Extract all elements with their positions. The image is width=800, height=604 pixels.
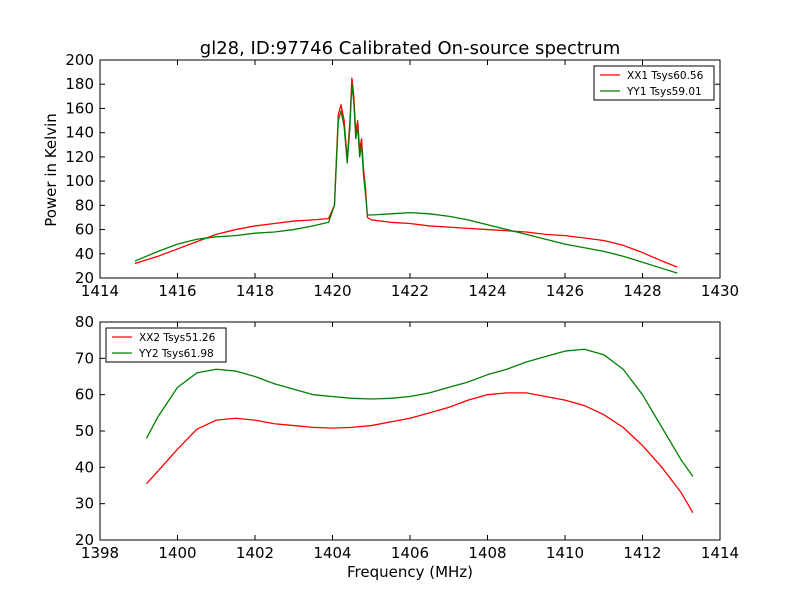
x-tick-label: 1416: [158, 282, 196, 300]
series-line-1: [146, 392, 694, 514]
x-tick-label: 1408: [468, 544, 506, 562]
y-axis-label: Power in Kelvin: [42, 113, 60, 227]
y-tick-label: 120: [65, 148, 94, 166]
x-tick-label: 1428: [623, 282, 661, 300]
series-line-2: [134, 83, 678, 274]
legend-box: [105, 327, 227, 363]
legend-label-2: YY2 Tsys61.98: [138, 348, 214, 360]
x-tick-label: 1418: [236, 282, 274, 300]
x-tick-label: 1412: [623, 544, 661, 562]
x-tick-label: 1422: [391, 282, 429, 300]
y-tick-label: 50: [75, 422, 94, 440]
x-axis-label: Frequency (MHz): [347, 563, 473, 581]
x-tick-label: 1426: [546, 282, 584, 300]
y-tick-label: 100: [65, 172, 94, 190]
x-tick-label: 1414: [81, 282, 119, 300]
x-tick-label: 1410: [546, 544, 584, 562]
plots-group: 1414 1416 1418 1420 1422 1424 1426 1428 1430 20 40…: [65, 51, 739, 562]
y-tick-label: 180: [65, 75, 94, 93]
y-tick-label: 20: [75, 269, 94, 287]
y-tick-label: 60: [75, 221, 94, 239]
x-tick-label: 1404: [313, 544, 351, 562]
legend: XX1 Tsys60.56 YY1 Tsys59.01: [593, 65, 715, 101]
y-tick-label: 200: [65, 51, 94, 69]
x-tick-label: 1414: [701, 544, 739, 562]
x-tick-label: 1424: [468, 282, 506, 300]
series-line-2: [145, 348, 694, 477]
subplot-1: 1414 1416 1418 1420 1422 1424 1426 1428 1430 20 40…: [65, 51, 739, 300]
y-tick-label: 30: [75, 495, 94, 513]
x-tick-label: 1400: [158, 544, 196, 562]
y-tick-label: 160: [65, 99, 94, 117]
legend-label-2: YY1 Tsys59.01: [626, 86, 702, 98]
legend-box: [593, 65, 715, 101]
subplot-2: 1398 1400 1402 1404 1406 1408 1410 1412 1414 20 30…: [75, 313, 739, 562]
legend-label-1: XX2 Tsys51.26: [139, 332, 216, 344]
x-tick-label: 1398: [81, 544, 119, 562]
x-tick-label: 1420: [313, 282, 351, 300]
y-tick-label: 80: [75, 196, 94, 214]
x-tick-label: 1406: [391, 544, 429, 562]
y-tick-label: 80: [75, 313, 94, 331]
y-tick-label: 40: [75, 458, 94, 476]
x-tick-label: 1402: [236, 544, 274, 562]
y-tick-label: 40: [75, 245, 94, 263]
x-tick-label: 1430: [701, 282, 739, 300]
y-tick-label: 60: [75, 386, 94, 404]
y-tick-label: 20: [75, 531, 94, 549]
figure-title: gl28, ID:97746 Calibrated On-source spec…: [200, 38, 620, 59]
legend: XX2 Tsys51.26 YY2 Tsys61.98: [105, 327, 227, 363]
y-tick-label: 70: [75, 349, 94, 367]
y-tick-label: 140: [65, 124, 94, 142]
legend-label-1: XX1 Tsys60.56: [627, 70, 704, 82]
